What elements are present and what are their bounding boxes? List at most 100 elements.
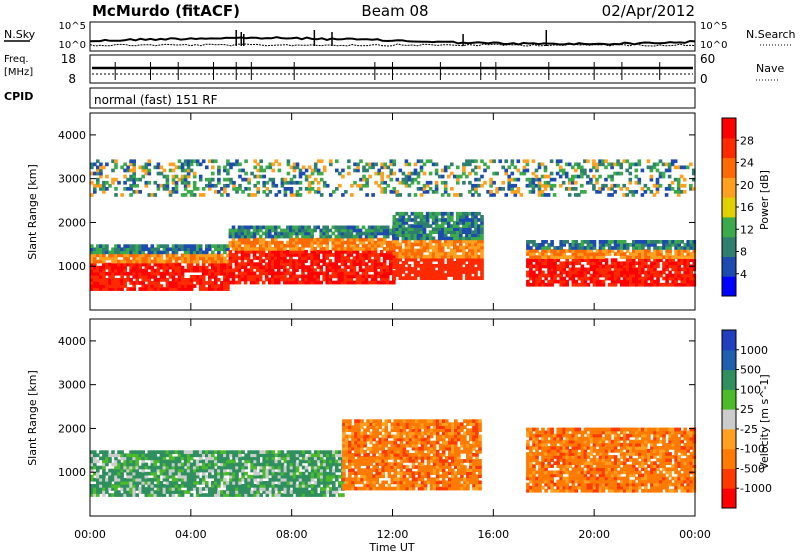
heatmap-cell <box>641 276 645 281</box>
heatmap-cell <box>389 265 393 269</box>
heatmap-cell <box>229 462 233 467</box>
heatmap-cell <box>144 287 149 291</box>
heatmap-cell <box>250 193 254 197</box>
heatmap-cell <box>537 162 542 167</box>
heatmap-cell <box>180 281 185 285</box>
heatmap-cell <box>243 274 248 279</box>
heatmap-cell <box>401 236 406 241</box>
heatmap-cell <box>156 162 161 167</box>
heatmap-cell <box>186 287 191 291</box>
heatmap-cell <box>192 256 197 261</box>
heatmap-cell <box>198 268 203 273</box>
heatmap-cell <box>347 165 351 170</box>
heatmap-cell <box>665 249 669 253</box>
heatmap-cell <box>610 279 615 284</box>
heatmap-cell <box>117 471 121 476</box>
heatmap-cell <box>283 234 287 239</box>
heatmap-cell <box>471 215 475 219</box>
heatmap-cell <box>351 425 355 430</box>
heatmap-cell <box>366 419 370 423</box>
heatmap-cell <box>389 162 394 167</box>
heatmap-cell <box>316 459 321 464</box>
heatmap-cell <box>440 273 445 277</box>
heatmap-cell <box>434 242 439 247</box>
heatmap-cell <box>331 265 336 269</box>
heatmap-cell <box>325 490 330 494</box>
heatmap-cell <box>338 450 342 454</box>
heatmap-cell <box>249 234 254 239</box>
heatmap-cell <box>673 190 678 194</box>
heatmap-cell <box>574 168 578 173</box>
heatmap-cell <box>141 471 145 476</box>
heatmap-cell <box>425 218 430 222</box>
heatmap-cell <box>126 493 130 497</box>
heatmap-cell <box>108 493 112 497</box>
heatmap-cell <box>220 465 224 470</box>
heatmap-cell <box>240 253 245 257</box>
heatmap-cell <box>319 462 324 467</box>
heatmap-cell <box>580 190 584 194</box>
heatmap-cell <box>365 168 369 173</box>
heatmap-cell <box>382 234 387 239</box>
heatmap-cell <box>416 227 421 231</box>
heatmap-cell <box>234 274 239 279</box>
heatmap-cell <box>332 453 336 458</box>
heatmap-cell <box>656 255 660 259</box>
heatmap-cell <box>437 251 442 256</box>
heatmap-cell <box>349 271 354 276</box>
heatmap-cell <box>552 183 557 188</box>
heatmap-cell <box>316 274 320 279</box>
heatmap-cell <box>541 282 545 287</box>
heatmap-cell <box>108 271 112 276</box>
heatmap-cell <box>348 422 352 426</box>
heatmap-cell <box>367 268 372 273</box>
heatmap-cell <box>186 268 191 273</box>
heatmap-cell <box>437 245 442 250</box>
heatmap-cell <box>529 258 533 262</box>
heatmap-cell <box>489 190 493 194</box>
heatmap-cell <box>446 242 451 247</box>
heatmap-cell <box>372 428 376 433</box>
heatmap-cell <box>395 267 400 271</box>
heatmap-cell <box>96 247 100 252</box>
heatmap-cell <box>156 474 161 479</box>
heatmap-cell <box>692 240 697 244</box>
heatmap-cell <box>375 465 379 469</box>
heatmap-cell <box>465 174 469 179</box>
heatmap-cell <box>286 481 291 485</box>
heatmap-cell <box>96 477 100 482</box>
heatmap-cell <box>625 159 629 164</box>
heatmap-cell <box>601 258 606 262</box>
heatmap-cell <box>589 261 594 266</box>
heatmap-cell <box>220 284 224 288</box>
heatmap-cell <box>571 270 576 275</box>
heatmap-cell <box>346 253 351 257</box>
heatmap-cell <box>513 177 518 182</box>
heatmap-cell <box>613 258 618 262</box>
heatmap-cell <box>153 450 158 454</box>
heatmap-cell <box>580 258 585 262</box>
heatmap-cell <box>385 240 390 245</box>
heatmap-cell <box>322 259 326 263</box>
heatmap-cell <box>165 450 170 454</box>
heatmap-cell <box>183 490 188 494</box>
heatmap-cell <box>653 252 657 256</box>
heatmap-cell <box>322 250 326 254</box>
heatmap-cell <box>205 244 209 248</box>
heatmap-cell <box>144 180 149 185</box>
heatmap-cell <box>532 249 536 253</box>
heatmap-cell <box>510 190 515 194</box>
heatmap-cell <box>205 250 209 255</box>
heatmap-cell <box>375 462 379 466</box>
heatmap-cell <box>147 271 152 276</box>
heatmap-cell <box>632 261 636 266</box>
heatmap-cell <box>135 493 139 497</box>
heatmap-cell <box>301 265 305 269</box>
heatmap-cell <box>289 250 293 254</box>
heatmap-cell <box>277 277 281 282</box>
heatmap-cell <box>304 477 309 482</box>
heatmap-cell <box>664 187 669 191</box>
heatmap-cell <box>667 187 672 191</box>
heatmap-cell <box>353 180 357 185</box>
